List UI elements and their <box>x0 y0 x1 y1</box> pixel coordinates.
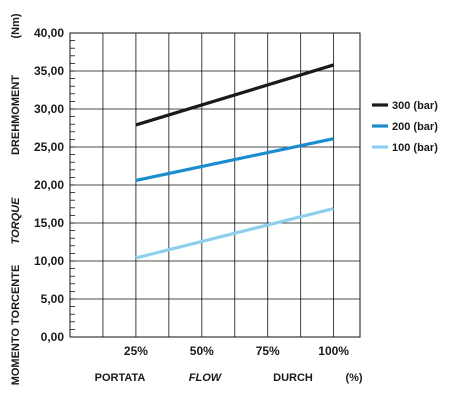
legend-label-3: 100 (bar) <box>392 142 438 154</box>
y-tick-labels: 0,00 5,00 10,00 15,00 20,00 25,00 30,00 35,00 40… <box>34 26 64 344</box>
grid <box>70 32 360 338</box>
x-tick-label: 50% <box>190 344 214 358</box>
y-axis-title-part: MOMENTO TORCENTE <box>10 265 22 386</box>
plot-border <box>69 32 361 338</box>
series-lines <box>135 63 335 260</box>
x-tick-label: 75% <box>256 344 280 358</box>
series-line-3 <box>135 207 335 260</box>
x-tick-labels: 25% 50% 75% 100% <box>124 344 349 358</box>
x-tick-label: 100% <box>318 344 349 358</box>
y-tick-label: 40,00 <box>34 26 64 40</box>
x-tick-label: 25% <box>124 344 148 358</box>
legend-label-2: 200 (bar) <box>392 121 438 133</box>
y-tick-label: 10,00 <box>34 254 64 268</box>
series-line-1 <box>135 63 335 127</box>
x-axis-title-part: (%) <box>345 372 362 384</box>
y-tick-label: 0,00 <box>41 330 65 344</box>
y-axis-title-part: (Nm) <box>10 13 22 38</box>
x-axis-title-part: FLOW <box>189 372 223 384</box>
y-tick-label: 25,00 <box>34 140 64 154</box>
y-tick-label: 20,00 <box>34 178 64 192</box>
x-axis-title: PORTATA FLOW DURCH (%) <box>95 372 363 384</box>
y-axis-title: MOMENTO TORCENTE TORQUE DREHMOMENT (Nm) <box>10 13 22 385</box>
y-tick-label: 5,00 <box>41 292 65 306</box>
y-axis-title-part: TORQUE <box>10 197 22 245</box>
x-axis-title-part: DURCH <box>273 372 313 384</box>
series-line-2 <box>135 137 334 183</box>
y-tick-label: 30,00 <box>34 102 64 116</box>
plot-frame <box>69 32 361 338</box>
legend: 300 (bar) 200 (bar) 100 (bar) <box>372 100 438 154</box>
x-axis-title-part: PORTATA <box>95 372 146 384</box>
y-tick-label: 35,00 <box>34 64 64 78</box>
y-tick-label: 15,00 <box>34 216 64 230</box>
legend-label-1: 300 (bar) <box>392 100 438 112</box>
y-axis-title-part: DREHMOMENT <box>10 75 22 155</box>
